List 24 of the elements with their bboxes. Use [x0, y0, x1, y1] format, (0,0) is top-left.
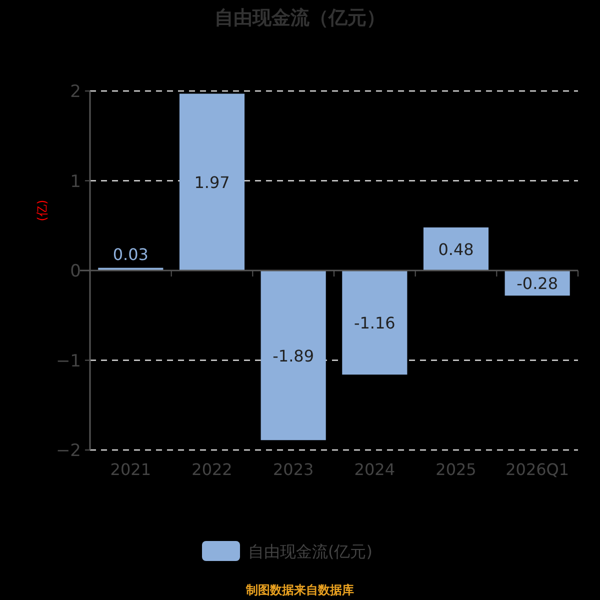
text: 制图数据来自数据库	[245, 583, 354, 597]
bar	[179, 94, 245, 270]
legend-label: 自由现金流(亿元)	[248, 542, 372, 561]
data-label: -0.28	[516, 274, 558, 294]
x-tick-label: 2024	[354, 460, 396, 479]
x-tick-label: 2022	[192, 460, 232, 479]
data-label: -1.16	[354, 314, 396, 333]
y-tick-label: 2	[70, 82, 81, 102]
x-tick-label: 2023	[272, 460, 314, 479]
y-tick-label: 1	[70, 172, 81, 192]
x-tick-label: 2025	[436, 460, 476, 479]
x-tick-label: 2021	[110, 460, 152, 479]
y-axis-title: (亿)	[35, 200, 49, 222]
y-tick-label: 0	[70, 262, 81, 282]
bar	[260, 270, 326, 440]
data-label: -1.89	[272, 346, 314, 366]
y-tick-label: −2	[56, 441, 81, 461]
data-label: 1.97	[194, 173, 230, 192]
bar	[342, 270, 408, 375]
x-tick-label: 2026Q1	[506, 460, 570, 479]
data-label: 0.48	[438, 240, 474, 259]
bar	[423, 227, 489, 270]
y-tick-label: −1	[56, 351, 81, 372]
data-label: 0.03	[112, 244, 148, 264]
